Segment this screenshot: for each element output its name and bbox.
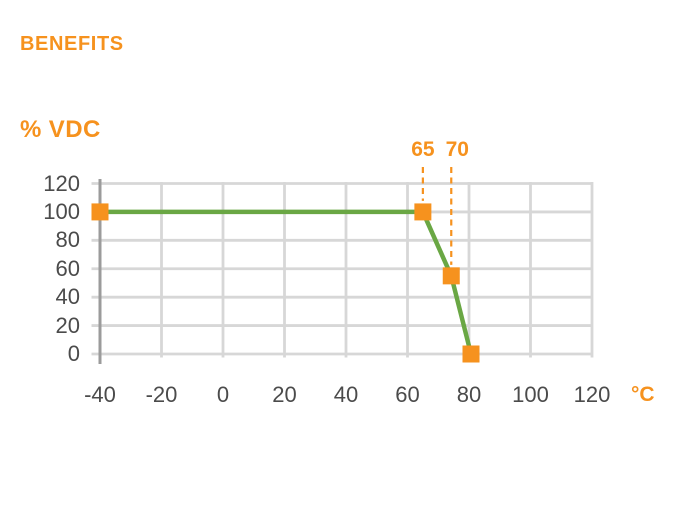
data-point-marker [414,203,432,221]
x-tick-label: 20 [272,382,297,407]
x-tick-label: 80 [456,382,482,407]
y-tick-label: 40 [55,284,80,310]
annotation-label: 70 [445,138,469,161]
x-tick-label: 0 [216,382,230,407]
page-title: BENEFITS [20,33,124,55]
y-tick-label: 120 [43,170,80,196]
x-tick-label: -20 [145,382,178,407]
annotation-label: 65 [411,138,435,161]
x-tick-label: 120 [573,382,611,407]
x-tick-label: -40 [84,382,116,407]
x-axis-unit-label: °C [631,383,655,406]
y-axis-title: % VDC [20,116,101,143]
x-tick-label: 40 [333,382,359,407]
y-tick-label: 20 [55,312,80,338]
data-point-marker [91,203,109,221]
data-point-marker [442,267,460,285]
x-tick-label: 60 [395,382,420,407]
y-tick-label: 100 [43,198,80,224]
data-point-marker [462,345,480,363]
data-line [100,209,474,355]
y-tick-label: 60 [55,255,80,281]
y-tick-label: 0 [67,341,80,366]
x-tick-label: 100 [512,382,549,407]
y-tick-label: 80 [55,227,80,253]
